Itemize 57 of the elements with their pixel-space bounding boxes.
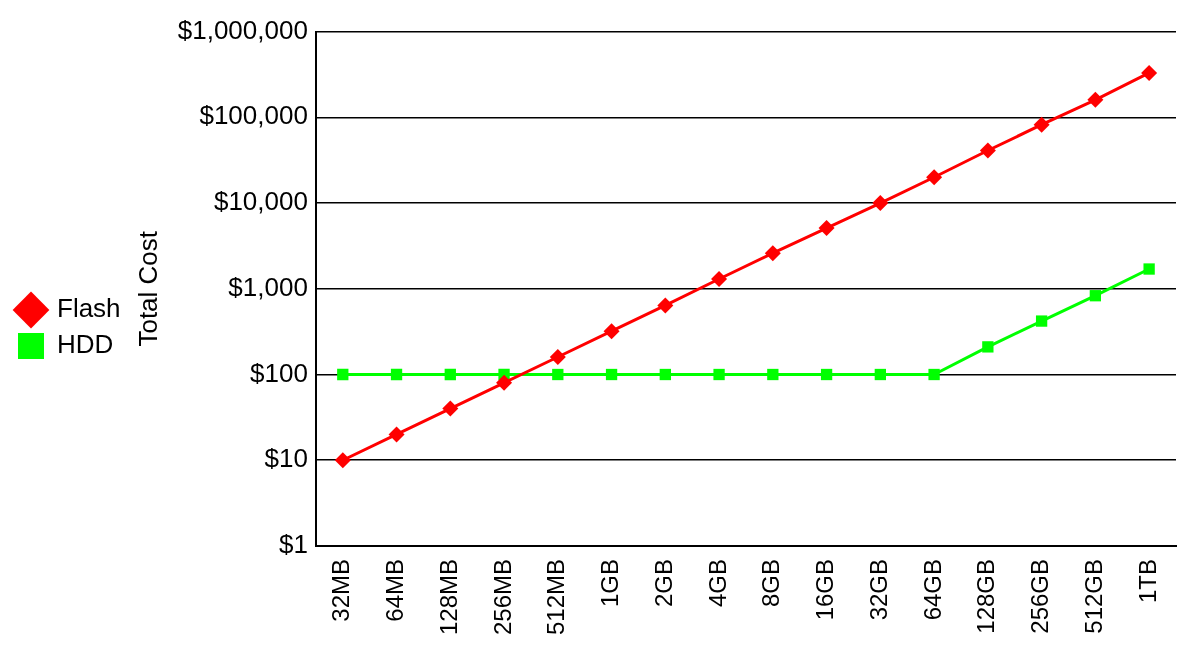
point <box>872 195 889 212</box>
point <box>442 400 459 417</box>
point <box>1033 116 1050 133</box>
point <box>605 368 618 381</box>
point <box>767 368 779 381</box>
y-tick-label: $1,000 <box>228 271 308 302</box>
point <box>657 297 674 314</box>
y-tick-label: $100,000 <box>199 100 308 131</box>
x-tick-label: 16GB <box>811 558 839 621</box>
x-tick-label: 1TB <box>1133 558 1161 603</box>
point <box>928 368 940 381</box>
legend-label: Flash <box>57 293 121 324</box>
point <box>874 368 886 381</box>
x-tick-label: 256MB <box>488 558 516 635</box>
y-axis-title: Total Cost <box>133 230 164 347</box>
x-tick-label: 64GB <box>918 558 946 621</box>
point <box>552 368 564 381</box>
point <box>1087 91 1104 108</box>
point <box>337 368 349 381</box>
y-tick-label: $10,000 <box>213 186 308 217</box>
point <box>926 169 943 186</box>
x-tick-label: 8GB <box>757 558 785 607</box>
point <box>1143 263 1155 275</box>
y-tick-label: $10 <box>264 443 308 474</box>
point <box>496 374 513 391</box>
point <box>603 323 620 340</box>
point <box>820 368 833 381</box>
y-tick-label: $100 <box>250 357 308 388</box>
point <box>1035 315 1048 327</box>
point <box>549 349 566 366</box>
x-tick-label: 2GB <box>649 558 677 607</box>
legend-label: HDD <box>57 329 114 360</box>
x-tick-label: 1GB <box>596 558 624 607</box>
point <box>1141 64 1158 81</box>
point <box>982 341 994 353</box>
x-tick-label: 32GB <box>864 558 892 621</box>
x-tick-label: 128MB <box>434 558 462 635</box>
point <box>390 368 403 381</box>
x-tick-label: 512GB <box>1079 558 1107 634</box>
point <box>388 426 405 443</box>
point <box>334 452 351 469</box>
point <box>764 245 781 262</box>
x-tick-label: 4GB <box>703 558 731 607</box>
point <box>444 368 456 381</box>
x-tick-label: 64MB <box>381 558 409 622</box>
x-tick-label: 32MB <box>327 558 355 622</box>
x-tick-label: 128GB <box>972 558 1000 634</box>
point <box>711 271 728 288</box>
point <box>713 368 725 381</box>
point <box>979 142 996 159</box>
y-tick-label: $1 <box>278 529 308 560</box>
y-tick-label: $1,000,000 <box>177 14 308 45</box>
point <box>818 220 835 237</box>
point <box>1089 290 1102 302</box>
point <box>659 368 671 381</box>
x-tick-label: 512MB <box>542 558 570 635</box>
x-tick-label: 256GB <box>1026 558 1054 634</box>
